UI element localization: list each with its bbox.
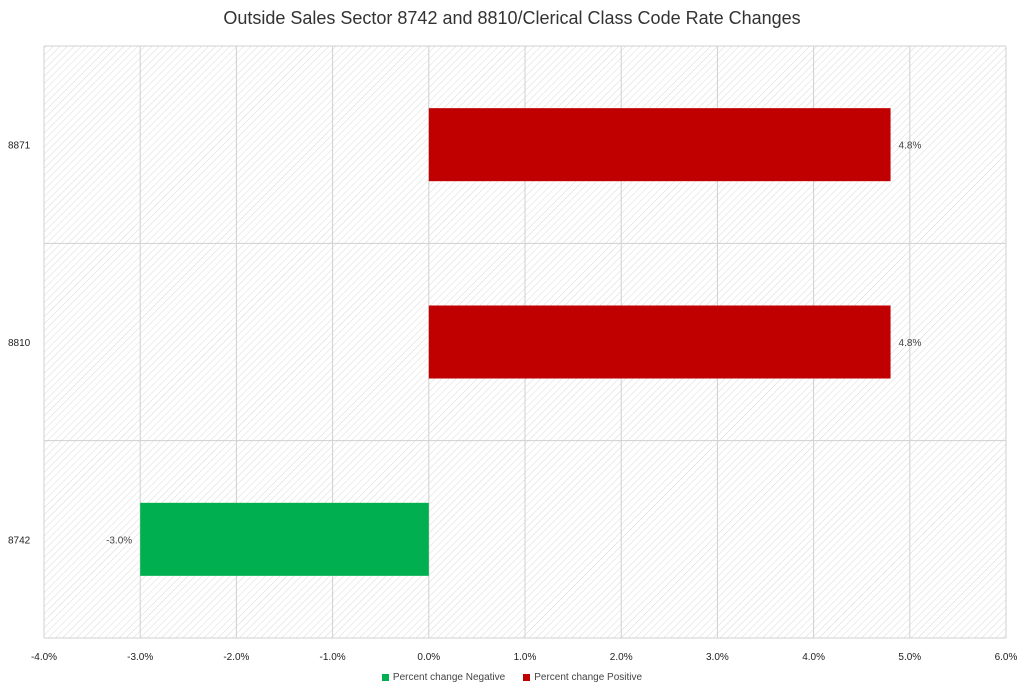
x-tick-label: 6.0% [995, 652, 1018, 663]
x-tick-label: 2.0% [610, 652, 633, 663]
data-label-8871: 4.8% [899, 141, 922, 152]
bar-8810 [428, 305, 891, 379]
legend-swatch [523, 674, 531, 681]
x-tick-label: 1.0% [514, 652, 537, 663]
y-category-label: 8871 [8, 141, 31, 152]
x-tick-label: 0.0% [417, 652, 440, 663]
legend-item: Percent change Negative [381, 672, 506, 683]
legend-label: Percent change Negative [392, 672, 506, 683]
x-tick-label: -3.0% [127, 652, 153, 663]
bar-8742 [140, 502, 429, 576]
chart-title: Outside Sales Sector 8742 and 8810/Cleri… [223, 8, 801, 28]
data-label-8810: 4.8% [899, 338, 922, 349]
y-category-label: 8810 [8, 338, 31, 349]
legend: Percent change Negative Percent change Po… [0, 672, 1024, 683]
bar-8871 [428, 108, 891, 182]
x-tick-label: -2.0% [223, 652, 249, 663]
legend-item: Percent change Positive [523, 672, 642, 683]
legend-swatch [381, 674, 389, 681]
x-tick-label: 3.0% [706, 652, 729, 663]
x-tick-label: 5.0% [898, 652, 921, 663]
legend-label: Percent change Positive [534, 672, 643, 683]
y-category-label: 8742 [8, 535, 31, 546]
data-label-8742: -3.0% [106, 535, 132, 546]
x-tick-label: -1.0% [320, 652, 346, 663]
x-tick-label: -4.0% [31, 652, 57, 663]
x-tick-label: 4.0% [802, 652, 825, 663]
